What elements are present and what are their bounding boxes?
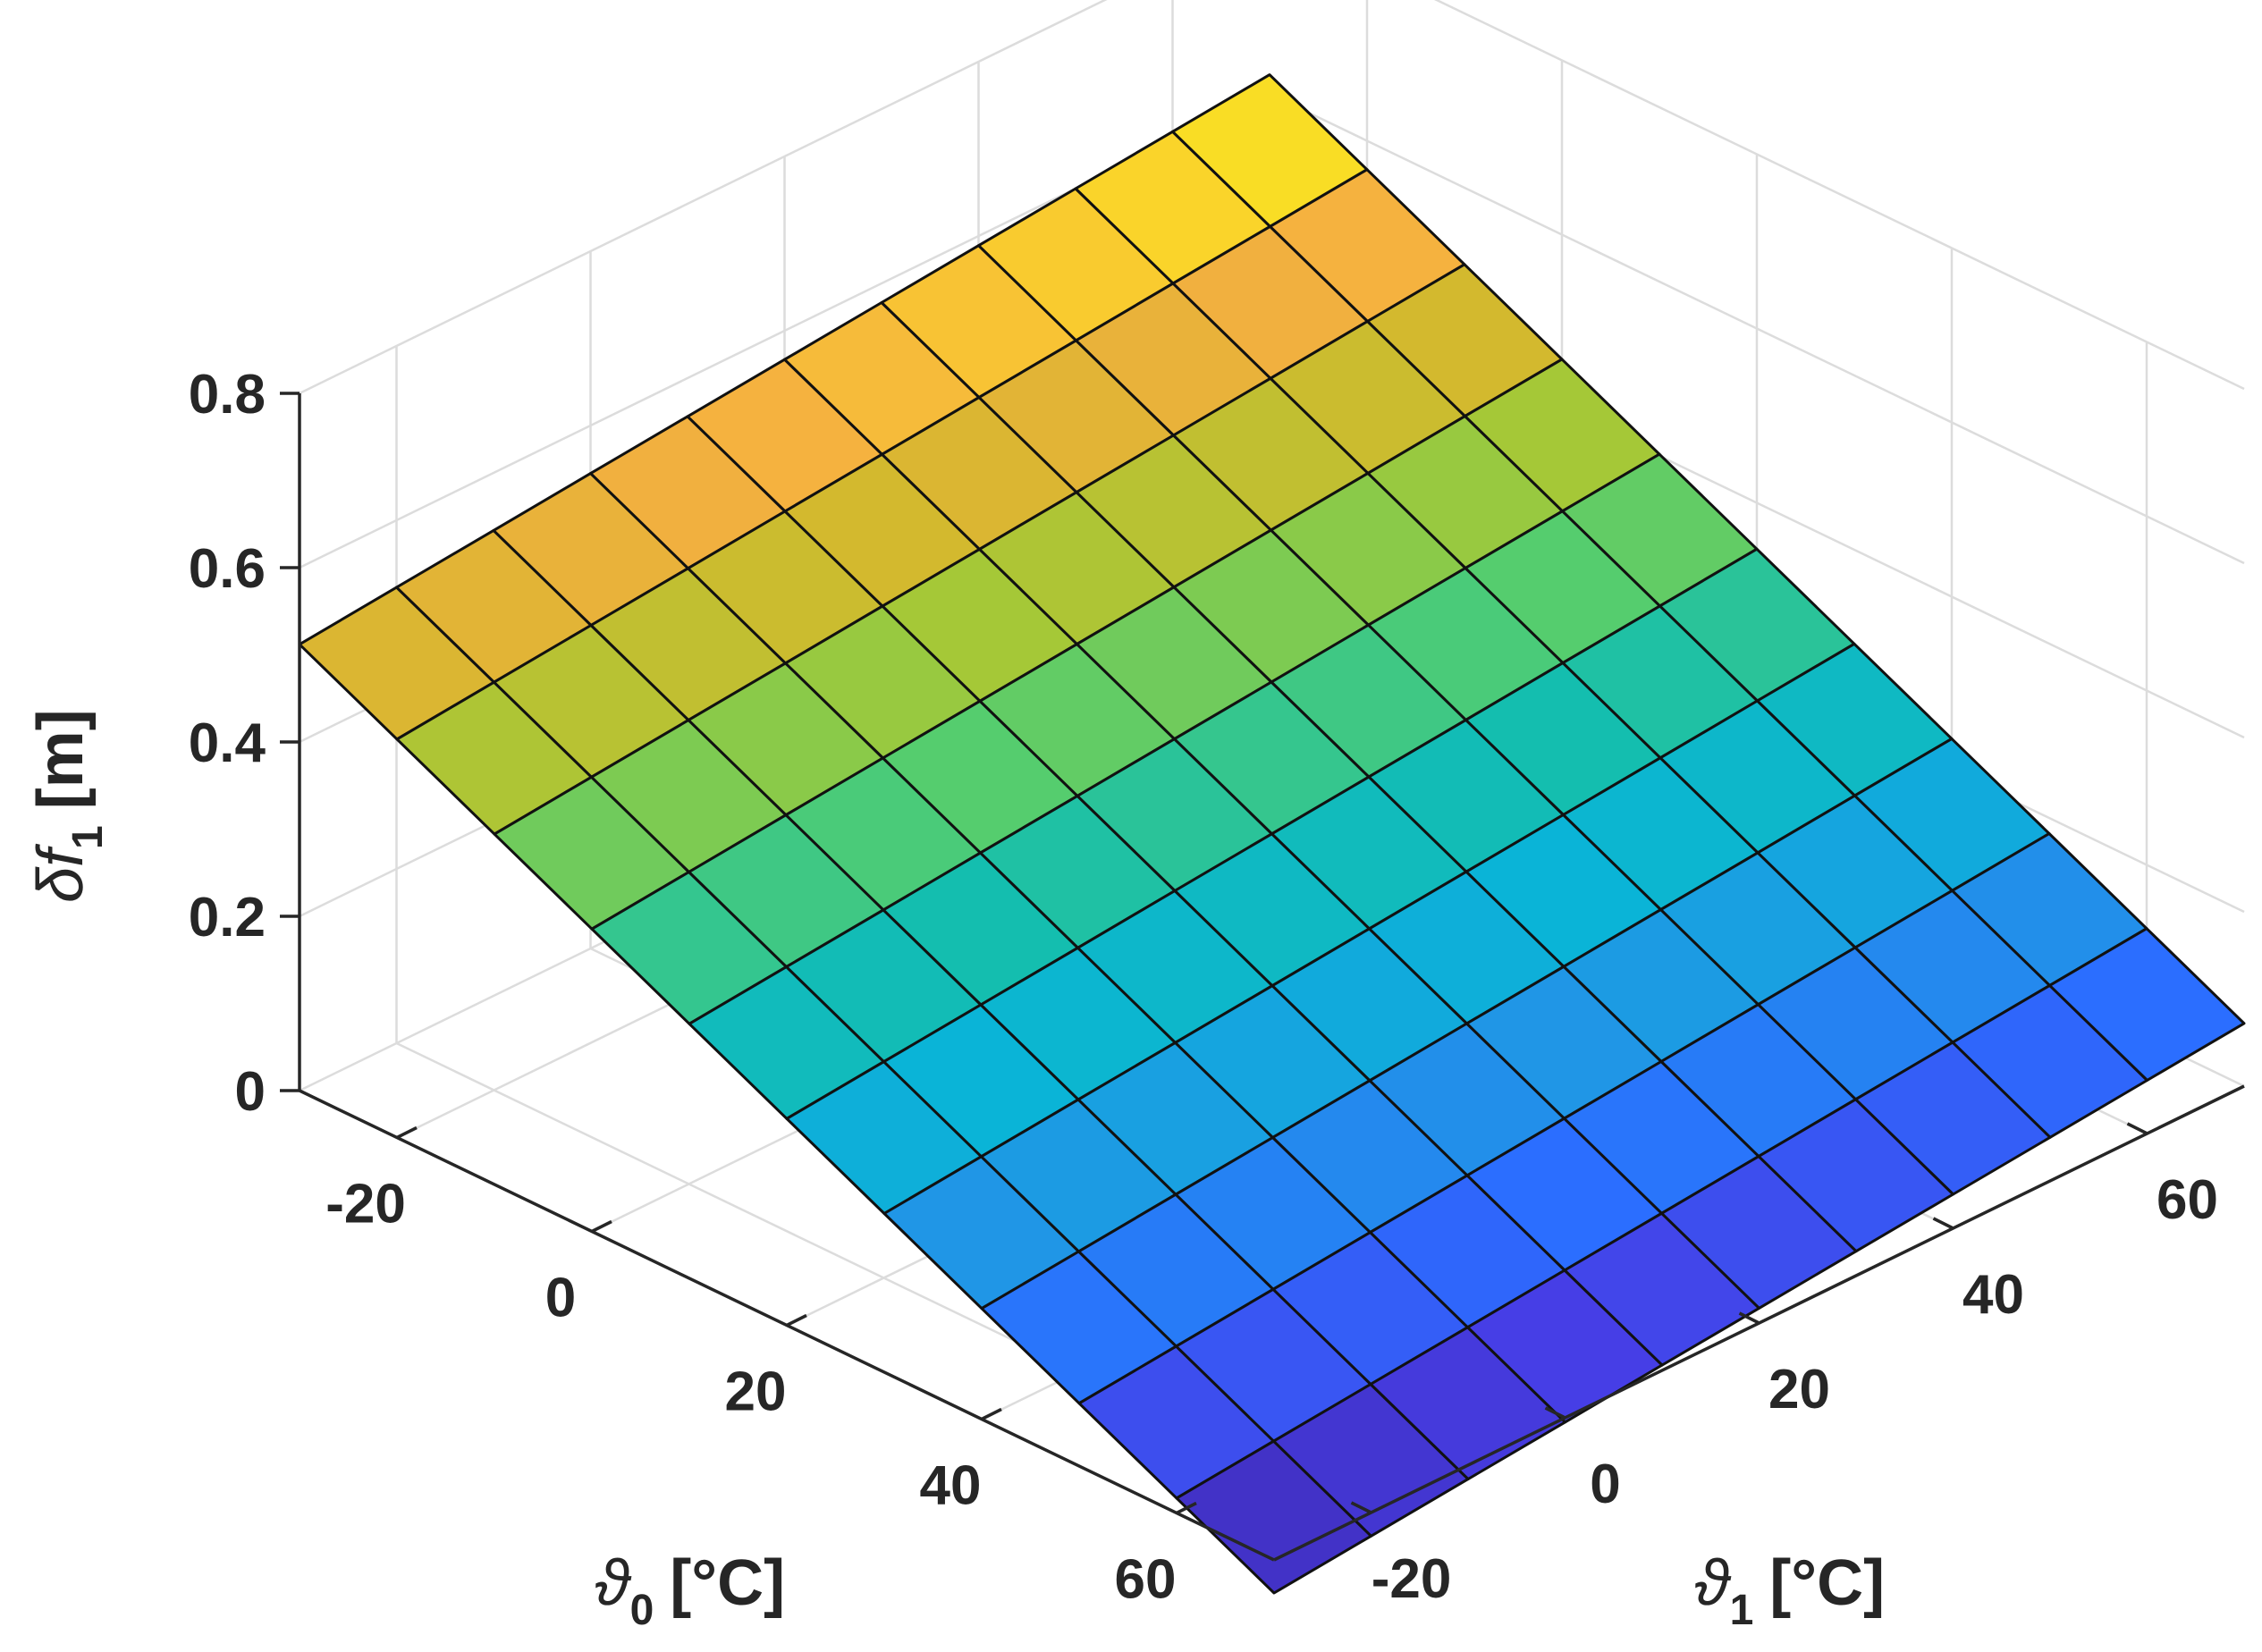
x-tick-mark — [1176, 1501, 1197, 1515]
y-tick-label: -20 — [1372, 1548, 1452, 1610]
x-tick-mark — [591, 1219, 612, 1234]
x-axis-symbol: ϑ — [595, 1547, 632, 1619]
y-axis-title: ϑ1 [°C] — [1694, 1547, 1885, 1634]
x-tick-label: 0 — [545, 1268, 576, 1329]
x-tick-label: 60 — [1115, 1549, 1177, 1611]
y-tick-mark — [1932, 1217, 1954, 1230]
y-tick-label: 0 — [1590, 1454, 1620, 1515]
z-grid-line — [299, 0, 2245, 395]
y-tick-label: 40 — [1962, 1264, 2024, 1326]
surface-cell — [1175, 1439, 1372, 1595]
x-tick-mark — [981, 1407, 1002, 1421]
y-tick-mark — [1738, 1311, 1760, 1325]
x-axis-subscript: 0 — [630, 1587, 654, 1634]
x-tick-label: -20 — [325, 1174, 406, 1235]
x-axis-title: ϑ0 [°C] — [595, 1547, 785, 1634]
z-tick-label: 0 — [235, 1061, 266, 1123]
x-axis-unit: [°C] — [670, 1547, 785, 1619]
z-axis-subscript: 1 — [64, 825, 112, 849]
z-tick-labels: 0 0.2 0.4 0.6 0.8 — [189, 364, 266, 1123]
y-tick-label: 60 — [2156, 1169, 2218, 1231]
z-tick-label: 0.6 — [189, 538, 266, 600]
x-tick-labels: -20 0 20 40 60 — [325, 1174, 1176, 1611]
z-tick-label: 0.4 — [189, 712, 266, 774]
x-tick-label: 20 — [725, 1361, 787, 1423]
z-tick-label: 0.8 — [189, 364, 266, 426]
y-tick-mark — [1544, 1406, 1566, 1420]
y-tick-mark — [1350, 1501, 1372, 1514]
y-tick-mark — [2126, 1122, 2148, 1135]
y-axis-unit: [°C] — [1769, 1547, 1885, 1619]
z-axis-symbol: δf — [25, 843, 97, 903]
z-axis-unit: [m] — [25, 709, 97, 809]
x-tick-mark — [396, 1125, 418, 1140]
axes-layer — [280, 392, 2245, 1562]
surface-layer — [298, 73, 2246, 1595]
y-axis-symbol: ϑ — [1694, 1547, 1732, 1619]
y-tick-labels: -20 0 20 40 60 — [1372, 1169, 2218, 1610]
z-tick-label: 0.2 — [189, 887, 266, 948]
y-tick-label: 20 — [1768, 1359, 1830, 1420]
x-tick-label: 40 — [920, 1455, 982, 1517]
z-axis-title: δf1 [m] — [25, 709, 112, 903]
y-axis-subscript: 1 — [1730, 1587, 1754, 1634]
x-tick-mark — [786, 1313, 807, 1328]
